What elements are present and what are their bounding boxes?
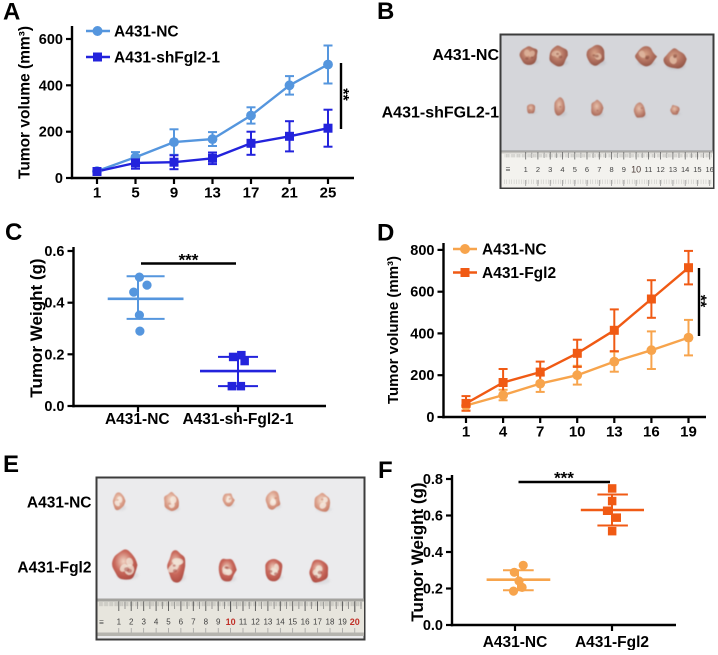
- svg-text:8: 8: [204, 618, 209, 627]
- svg-text:12: 12: [656, 165, 664, 174]
- svg-text:10: 10: [569, 424, 586, 441]
- svg-text:14: 14: [681, 165, 689, 174]
- svg-text:A431-Fgl2: A431-Fgl2: [482, 265, 556, 282]
- svg-text:600: 600: [410, 285, 434, 301]
- svg-text:13: 13: [263, 618, 272, 627]
- svg-text:20: 20: [350, 617, 360, 627]
- svg-text:***: ***: [554, 469, 574, 488]
- svg-text:0.6: 0.6: [423, 509, 443, 525]
- svg-text:Tumor Weight (g): Tumor Weight (g): [408, 482, 427, 621]
- svg-text:3: 3: [141, 618, 146, 627]
- svg-text:1: 1: [462, 424, 470, 441]
- svg-text:A431-NC: A431-NC: [114, 24, 179, 41]
- svg-text:2: 2: [536, 165, 540, 174]
- svg-text:5: 5: [573, 165, 577, 174]
- svg-text:0: 0: [426, 410, 434, 426]
- svg-text:16: 16: [706, 165, 714, 174]
- svg-text:A431-NC: A431-NC: [482, 242, 547, 259]
- svg-text:400: 400: [39, 78, 63, 94]
- svg-text:A431-sh-Fgl2-1: A431-sh-Fgl2-1: [182, 411, 293, 428]
- svg-text:1: 1: [93, 185, 101, 202]
- svg-text:18: 18: [326, 618, 335, 627]
- svg-text:0.4: 0.4: [423, 545, 443, 561]
- svg-text:D: D: [377, 220, 394, 247]
- svg-text:4: 4: [560, 165, 564, 174]
- svg-text:16: 16: [301, 618, 310, 627]
- svg-text:A431-NC: A431-NC: [105, 411, 170, 428]
- svg-text:A431-NC: A431-NC: [27, 495, 92, 512]
- svg-text:12: 12: [251, 618, 260, 627]
- svg-text:8: 8: [610, 165, 614, 174]
- svg-text:11: 11: [239, 618, 248, 627]
- svg-text:16: 16: [643, 424, 660, 441]
- svg-text:F: F: [378, 457, 393, 484]
- svg-text:0.6: 0.6: [44, 244, 64, 260]
- svg-text:☰: ☰: [99, 619, 104, 626]
- svg-text:1: 1: [524, 165, 528, 174]
- svg-text:21: 21: [281, 185, 298, 202]
- svg-text:10: 10: [631, 165, 641, 175]
- svg-text:A431-Fgl2: A431-Fgl2: [575, 634, 649, 650]
- svg-text:6: 6: [179, 618, 184, 627]
- svg-text:10: 10: [226, 617, 236, 627]
- svg-text:800: 800: [410, 243, 434, 259]
- svg-text:19: 19: [338, 618, 347, 627]
- svg-text:15: 15: [288, 618, 297, 627]
- svg-text:13: 13: [606, 424, 623, 441]
- svg-text:14: 14: [276, 618, 285, 627]
- svg-text:17: 17: [313, 618, 322, 627]
- svg-text:A431-shFgl2-1: A431-shFgl2-1: [114, 50, 220, 67]
- svg-text:13: 13: [204, 185, 221, 202]
- svg-text:***: ***: [179, 251, 199, 270]
- svg-text:E: E: [3, 451, 19, 478]
- svg-text:0.8: 0.8: [423, 472, 443, 488]
- svg-text:4: 4: [499, 424, 508, 441]
- svg-text:25: 25: [320, 185, 337, 202]
- svg-text:400: 400: [410, 326, 434, 342]
- svg-text:9: 9: [170, 185, 178, 202]
- svg-text:0: 0: [55, 171, 63, 187]
- svg-text:13: 13: [669, 165, 677, 174]
- svg-text:6: 6: [585, 165, 589, 174]
- svg-text:0.0: 0.0: [423, 618, 443, 634]
- svg-text:☰: ☰: [506, 166, 511, 173]
- svg-text:0.2: 0.2: [44, 347, 64, 363]
- svg-text:1: 1: [117, 618, 122, 627]
- svg-text:11: 11: [645, 165, 653, 174]
- svg-text:A431-NC: A431-NC: [432, 47, 499, 64]
- svg-text:7: 7: [597, 165, 601, 174]
- svg-text:0.0: 0.0: [44, 399, 64, 415]
- svg-text:A431-Fgl2: A431-Fgl2: [17, 560, 91, 577]
- svg-text:15: 15: [693, 165, 701, 174]
- svg-text:7: 7: [191, 618, 196, 627]
- svg-text:A: A: [3, 0, 20, 26]
- svg-text:600: 600: [39, 32, 63, 48]
- svg-text:9: 9: [216, 618, 221, 627]
- svg-text:0.2: 0.2: [423, 582, 443, 598]
- svg-text:2: 2: [129, 618, 134, 627]
- svg-text:**: **: [334, 88, 351, 101]
- svg-text:9: 9: [622, 165, 626, 174]
- svg-text:4: 4: [154, 618, 159, 627]
- svg-text:**: **: [692, 295, 709, 308]
- svg-text:0.4: 0.4: [44, 296, 64, 312]
- svg-text:19: 19: [680, 424, 697, 441]
- svg-text:200: 200: [410, 368, 434, 384]
- svg-text:A431-shFGL2-1: A431-shFGL2-1: [382, 105, 499, 122]
- svg-text:C: C: [5, 219, 22, 246]
- svg-text:B: B: [377, 0, 394, 25]
- svg-text:Tumor volume (mm³): Tumor volume (mm³): [17, 26, 34, 179]
- svg-text:5: 5: [166, 618, 171, 627]
- svg-text:200: 200: [39, 125, 63, 141]
- svg-text:Tumor volume (mm³): Tumor volume (mm³): [385, 256, 402, 404]
- svg-text:17: 17: [243, 185, 260, 202]
- svg-text:Tumor Weight (g): Tumor Weight (g): [27, 258, 46, 397]
- svg-text:A431-NC: A431-NC: [483, 634, 548, 650]
- svg-text:5: 5: [131, 185, 139, 202]
- svg-text:3: 3: [548, 165, 552, 174]
- svg-text:7: 7: [536, 424, 544, 441]
